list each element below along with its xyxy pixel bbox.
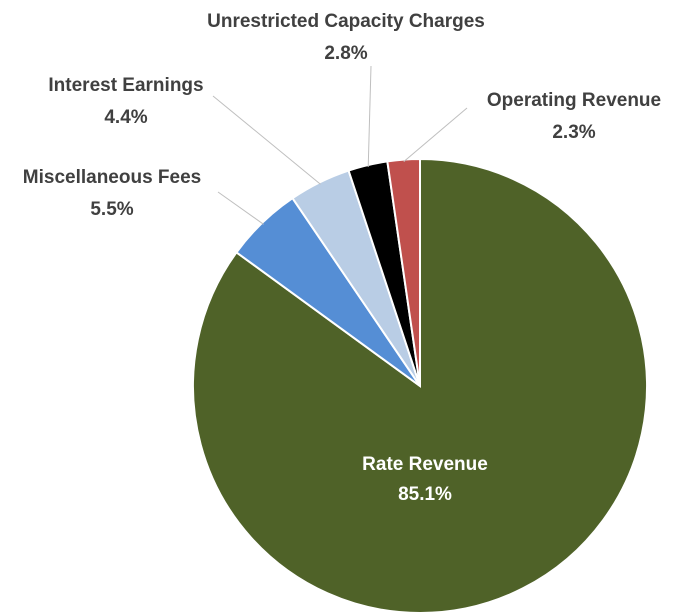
slice-value-label: 5.5% [90,199,133,220]
leader-line [403,107,468,162]
slice-label: Miscellaneous Fees [23,167,201,188]
slice-value-label: 2.3% [552,122,595,143]
slice-label: Interest Earnings [48,75,203,96]
slice-label: Rate Revenue [362,454,488,475]
slice-label: Unrestricted Capacity Charges [207,11,485,32]
pie-slice [386,157,421,387]
leader-line [217,191,264,225]
leader-line [212,95,321,185]
slice-value-label: 4.4% [104,107,147,128]
slice-value-label: 2.8% [324,43,367,64]
leader-line [367,65,372,168]
slice-value-label: 85.1% [398,484,452,505]
slice-label: Operating Revenue [487,90,661,111]
